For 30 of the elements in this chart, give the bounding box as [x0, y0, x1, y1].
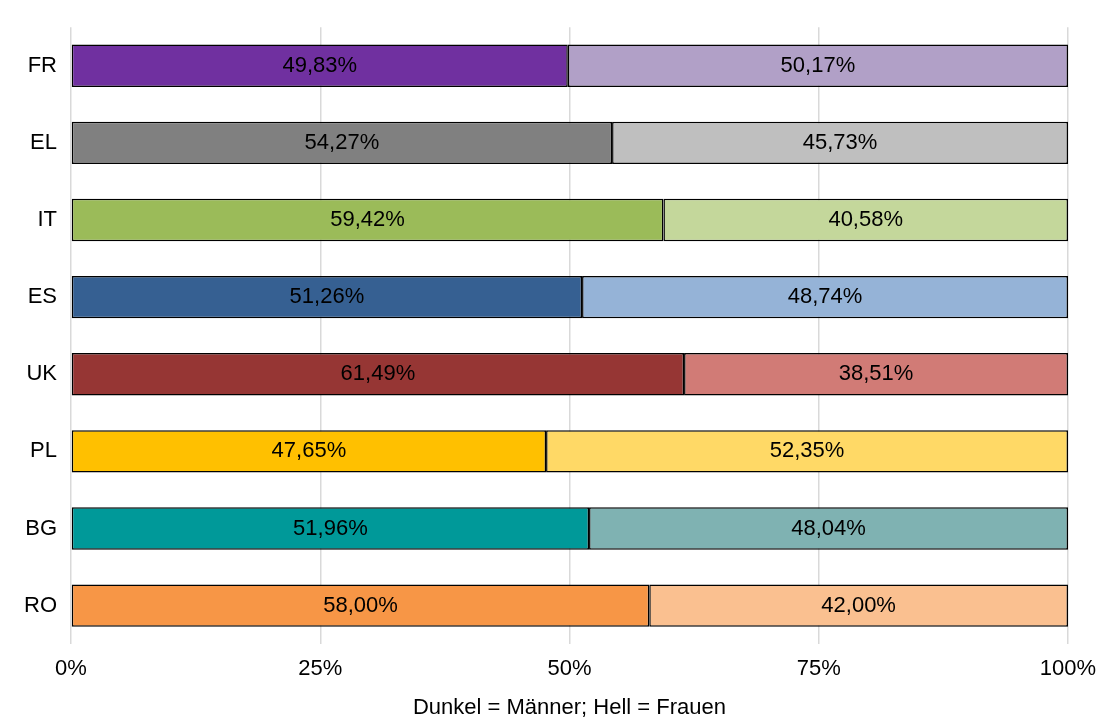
data-label: 58,00%	[323, 591, 398, 617]
data-label: 61,49%	[340, 360, 416, 386]
x-tick-label: 100%	[1039, 655, 1097, 681]
data-label: 59,42%	[330, 206, 405, 232]
x-tick-label: 0%	[55, 655, 87, 681]
data-label: 48,74%	[787, 283, 863, 309]
x-tick-label: 75%	[796, 655, 841, 681]
data-label: 38,51%	[838, 360, 914, 386]
data-label: 51,26%	[289, 283, 365, 309]
y-tick-label: BG	[25, 514, 57, 540]
data-label: 40,58%	[828, 206, 904, 232]
x-tick-label: 25%	[298, 655, 343, 681]
y-tick-label: EL	[30, 128, 57, 154]
y-tick-label: IT	[37, 206, 57, 232]
y-tick-label: RO	[24, 591, 57, 617]
y-tick-label: ES	[27, 283, 57, 309]
data-label: 49,83%	[282, 51, 358, 77]
data-label: 48,04%	[791, 514, 866, 540]
y-tick-label: PL	[30, 437, 57, 463]
data-label: 50,17%	[780, 51, 856, 77]
data-label: 52,35%	[769, 437, 845, 463]
data-label: 54,27%	[304, 128, 380, 154]
data-label: 45,73%	[802, 128, 878, 154]
data-label: 51,96%	[293, 514, 368, 540]
x-tick-label: 50%	[547, 655, 592, 681]
data-label: 42,00%	[821, 591, 896, 617]
x-axis-title: Dunkel = Männer; Hell = Frauen	[412, 693, 727, 719]
data-label: 47,65%	[271, 437, 347, 463]
y-tick-label: FR	[27, 51, 57, 77]
y-tick-label: UK	[26, 360, 58, 386]
